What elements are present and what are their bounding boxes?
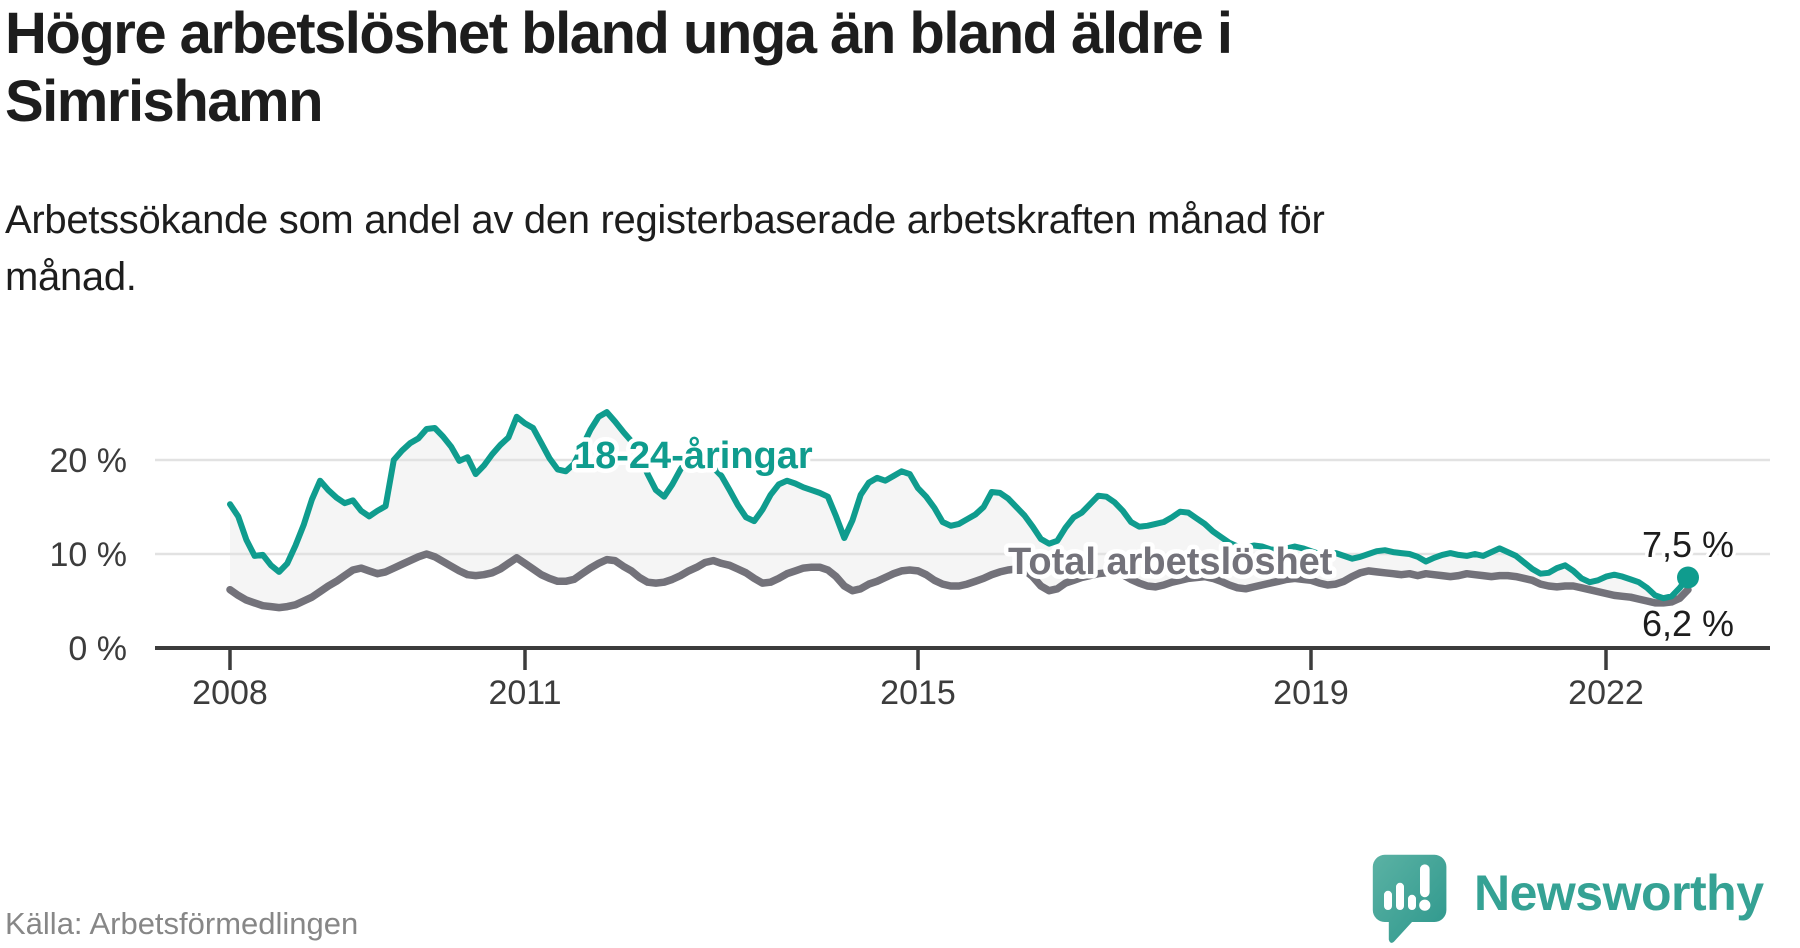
x-tick-label-2015: 2015 [880, 674, 956, 712]
title-line-1: Högre arbetslöshet bland unga än bland ä… [5, 1, 1233, 66]
youth-latest-value-dot [1677, 566, 1699, 589]
y-tick-label-0: 0 % [68, 630, 127, 668]
series-label-youth: 18-24-åringar [574, 435, 813, 477]
subtitle-line-1: Arbetssökande som andel av den registerb… [5, 198, 1325, 242]
series-lines [226, 409, 1699, 612]
end-value-total: 6,2 % [1642, 603, 1734, 644]
x-tick-label-2022: 2022 [1568, 674, 1644, 712]
bar-chart-exclamation-glyph [1384, 864, 1431, 911]
x-tick-label-2019: 2019 [1273, 674, 1349, 712]
chart-annotations: 18-24-åringar Total arbetslöshet 7,5 % 6… [570, 431, 1738, 648]
newsworthy-brand: Newsworthy [1372, 854, 1764, 946]
youth-unemployment-line [227, 409, 1691, 602]
y-tick-label-10: 10 % [50, 536, 128, 574]
source-credit: Källa: Arbetsförmedlingen [5, 906, 359, 941]
end-value-youth: 7,5 % [1642, 524, 1734, 565]
chart-subtitle: Arbetssökande som andel av den registerb… [5, 192, 1325, 306]
y-tick-label-20: 20 % [50, 442, 128, 480]
page-title: Högre arbetslöshet bland unga än bland ä… [5, 0, 1233, 136]
y-axis: 20 % 10 % 0 % [50, 442, 128, 668]
title-line-2: Simrishamn [5, 68, 323, 134]
newsworthy-wordmark: Newsworthy [1474, 865, 1764, 921]
subtitle-line-2: månad. [5, 255, 137, 300]
x-axis: 2008 2011 2015 2019 2022 [155, 646, 1770, 712]
x-tick-label-2011: 2011 [488, 674, 561, 712]
series-label-total: Total arbetslöshet [1008, 541, 1333, 583]
total-unemployment-line [226, 550, 1692, 612]
x-tick-label-2008: 2008 [192, 674, 268, 712]
newsworthy-logo-icon [1372, 854, 1447, 943]
